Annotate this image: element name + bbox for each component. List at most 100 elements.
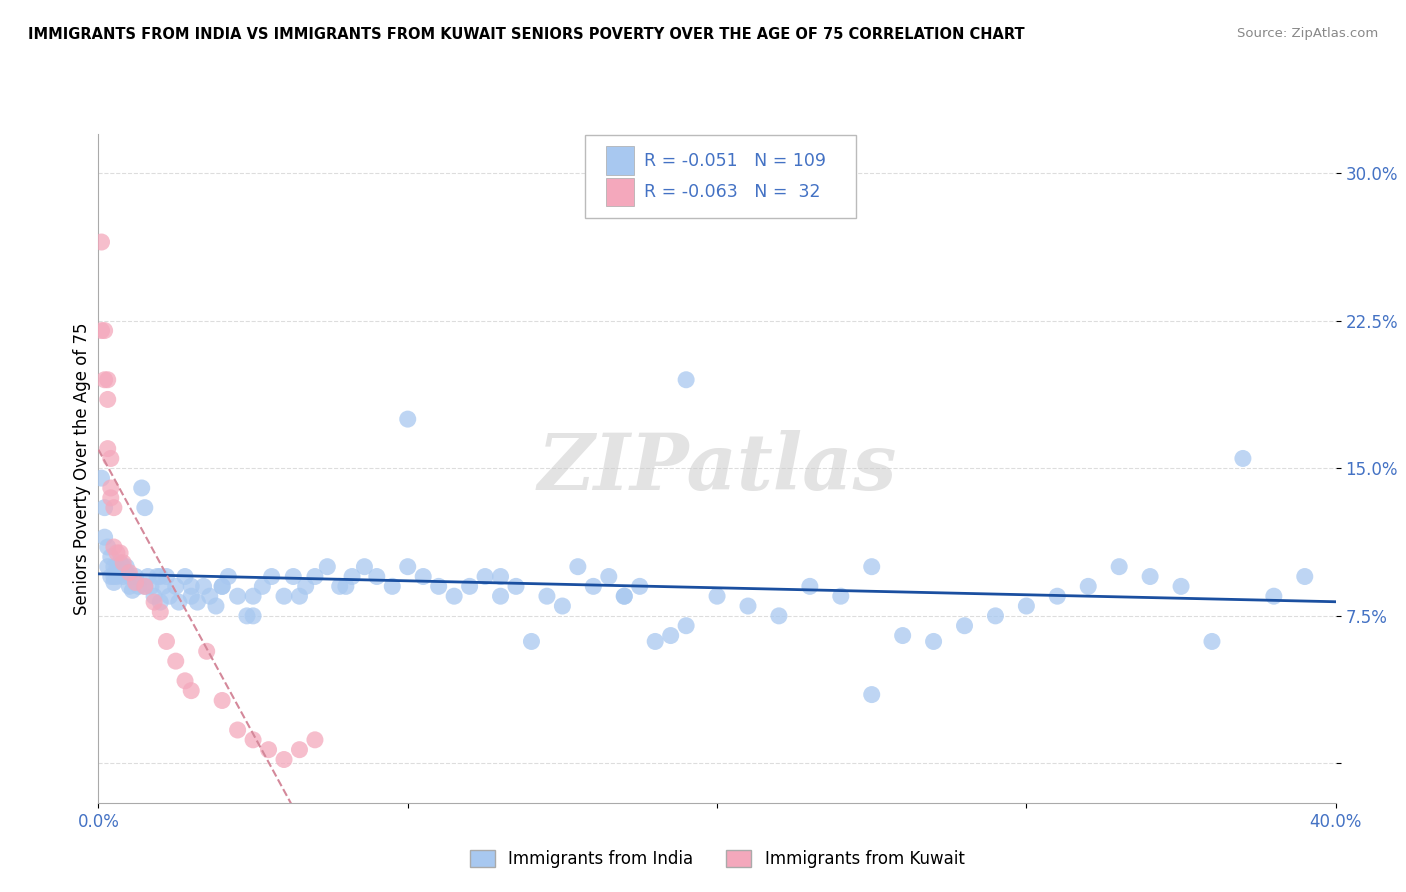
- Point: [922, 634, 945, 648]
- Legend: Immigrants from India, Immigrants from Kuwait: Immigrants from India, Immigrants from K…: [463, 843, 972, 875]
- Point: [458, 579, 481, 593]
- Point: [381, 579, 404, 593]
- Point: [427, 579, 450, 593]
- Point: [195, 644, 218, 658]
- Point: [180, 683, 202, 698]
- Point: [283, 569, 305, 583]
- Point: [174, 569, 197, 583]
- Text: R = -0.051   N = 109: R = -0.051 N = 109: [644, 152, 825, 169]
- Point: [108, 546, 131, 560]
- Point: [953, 618, 976, 632]
- Point: [115, 559, 138, 574]
- Point: [105, 569, 128, 583]
- Point: [366, 569, 388, 583]
- Point: [316, 559, 339, 574]
- Point: [118, 569, 141, 583]
- Point: [112, 569, 135, 583]
- Point: [567, 559, 589, 574]
- Point: [520, 634, 543, 648]
- Point: [118, 566, 141, 580]
- Point: [103, 559, 125, 574]
- Point: [105, 546, 128, 560]
- Point: [613, 589, 636, 603]
- Point: [675, 373, 697, 387]
- Point: [167, 595, 190, 609]
- Point: [180, 579, 202, 593]
- Point: [124, 575, 146, 590]
- Point: [103, 500, 125, 515]
- Text: ZIPatlas: ZIPatlas: [537, 430, 897, 507]
- Point: [103, 540, 125, 554]
- Point: [489, 589, 512, 603]
- Point: [139, 579, 162, 593]
- Point: [1170, 579, 1192, 593]
- Point: [1232, 451, 1254, 466]
- Point: [226, 589, 249, 603]
- Point: [155, 569, 177, 583]
- Point: [105, 559, 128, 574]
- Point: [396, 559, 419, 574]
- Point: [340, 569, 363, 583]
- Point: [136, 569, 159, 583]
- Point: [108, 556, 131, 570]
- Point: [134, 579, 156, 593]
- Point: [100, 491, 122, 505]
- Y-axis label: Seniors Poverty Over the Age of 75: Seniors Poverty Over the Age of 75: [73, 322, 91, 615]
- Point: [582, 579, 605, 593]
- Text: IMMIGRANTS FROM INDIA VS IMMIGRANTS FROM KUWAIT SENIORS POVERTY OVER THE AGE OF : IMMIGRANTS FROM INDIA VS IMMIGRANTS FROM…: [28, 27, 1025, 42]
- Point: [165, 579, 187, 593]
- Point: [205, 599, 228, 613]
- Point: [288, 742, 311, 756]
- Point: [242, 608, 264, 623]
- Point: [659, 628, 682, 642]
- Point: [737, 599, 759, 613]
- Point: [443, 589, 465, 603]
- Point: [257, 742, 280, 756]
- Point: [1077, 579, 1099, 593]
- Point: [1015, 599, 1038, 613]
- Text: R = -0.063   N =  32: R = -0.063 N = 32: [644, 183, 821, 201]
- Point: [536, 589, 558, 603]
- Text: Source: ZipAtlas.com: Source: ZipAtlas.com: [1237, 27, 1378, 40]
- Point: [100, 481, 122, 495]
- Point: [628, 579, 651, 593]
- Point: [644, 634, 666, 648]
- Point: [226, 723, 249, 737]
- Point: [143, 589, 166, 603]
- Point: [329, 579, 352, 593]
- Point: [198, 589, 221, 603]
- Point: [93, 500, 115, 515]
- Point: [260, 569, 283, 583]
- Point: [149, 595, 172, 609]
- Point: [131, 481, 153, 495]
- Point: [294, 579, 316, 593]
- Point: [984, 608, 1007, 623]
- Point: [598, 569, 620, 583]
- Point: [115, 566, 138, 580]
- Point: [353, 559, 375, 574]
- Point: [159, 589, 181, 603]
- Point: [100, 451, 122, 466]
- Point: [112, 559, 135, 574]
- Point: [97, 540, 120, 554]
- Point: [551, 599, 574, 613]
- Point: [97, 442, 120, 456]
- Point: [613, 589, 636, 603]
- Point: [252, 579, 274, 593]
- Point: [100, 549, 122, 564]
- Point: [121, 583, 143, 598]
- Point: [217, 569, 239, 583]
- Point: [146, 569, 169, 583]
- Point: [211, 693, 233, 707]
- Point: [186, 595, 208, 609]
- Point: [118, 579, 141, 593]
- Point: [155, 634, 177, 648]
- Point: [706, 589, 728, 603]
- Point: [97, 559, 120, 574]
- Point: [860, 688, 883, 702]
- Point: [396, 412, 419, 426]
- Point: [93, 324, 115, 338]
- Point: [675, 618, 697, 632]
- Point: [165, 654, 187, 668]
- Point: [180, 589, 202, 603]
